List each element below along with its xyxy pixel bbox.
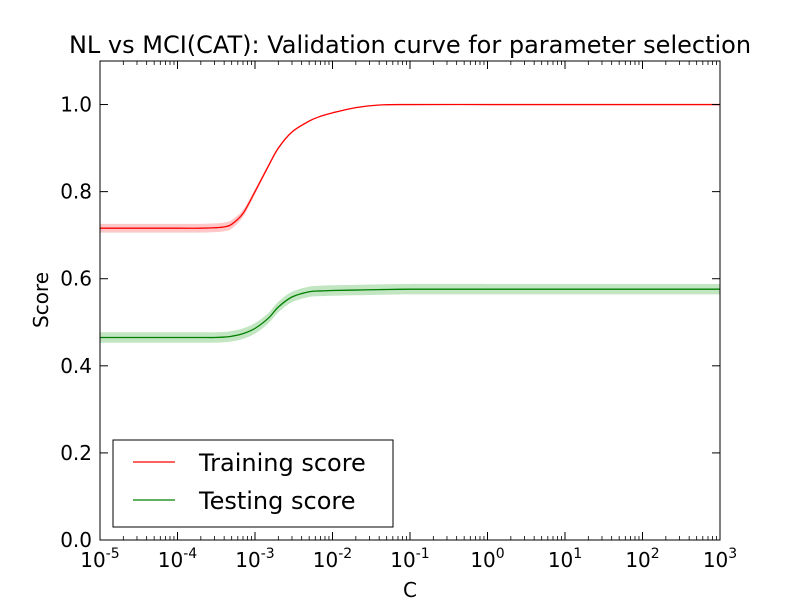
y-tick-label: 0.0 [60, 528, 92, 552]
series-0-std-band [100, 104, 720, 233]
x-tick-label: 103 [703, 546, 737, 572]
series-1-line [100, 288, 720, 339]
y-tick-label: 0.8 [60, 180, 92, 204]
legend-box [112, 439, 394, 528]
y-tick-label: 0.4 [60, 354, 92, 378]
plot-area [100, 103, 720, 343]
legend: Training score Testing score [112, 439, 394, 528]
x-tick-label: 100 [470, 546, 504, 572]
y-tick-label: 1.0 [60, 93, 92, 117]
x-axis-label: C [403, 578, 417, 600]
y-tick-label: 0.2 [60, 441, 92, 465]
legend-label-1: Testing score [198, 487, 356, 515]
x-tick-label: 10-5 [80, 546, 119, 572]
series-0-line [100, 103, 720, 229]
series-1-std-band [100, 283, 720, 343]
legend-label-0: Training score [198, 449, 366, 477]
x-tick-label: 102 [625, 546, 659, 572]
x-tick-label: 101 [548, 546, 582, 572]
x-tick-label: 10-1 [390, 546, 429, 572]
y-tick-label: 0.6 [60, 267, 92, 291]
x-tick-label: 10-2 [313, 546, 352, 572]
chart-title: NL vs MCI(CAT): Validation curve for par… [69, 31, 751, 59]
axes: 10-5 10-4 10-3 10-2 10-1 100 101 102 103 0.0 0.2 0.… [60, 60, 737, 572]
y-axis-label: Score [29, 272, 53, 328]
x-tick-label: 10-3 [235, 546, 274, 572]
x-tick-label: 10-4 [158, 546, 198, 572]
